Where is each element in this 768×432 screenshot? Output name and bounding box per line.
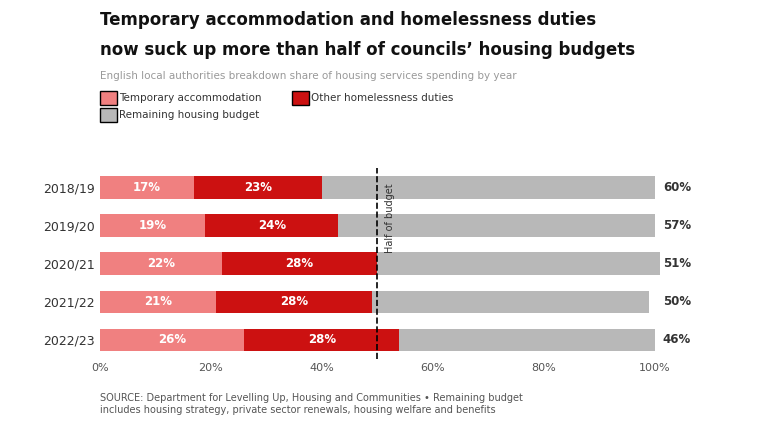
Text: 23%: 23% xyxy=(244,181,272,194)
Bar xyxy=(194,176,322,199)
Text: SOURCE: Department for Levelling Up, Housing and Communities • Remaining budget
: SOURCE: Department for Levelling Up, Hou… xyxy=(100,393,523,415)
Text: Temporary accommodation: Temporary accommodation xyxy=(119,93,262,103)
Text: now suck up more than half of councils’ housing budgets: now suck up more than half of councils’ … xyxy=(100,41,635,59)
Text: 28%: 28% xyxy=(308,333,336,346)
Text: 21%: 21% xyxy=(144,295,172,308)
Bar xyxy=(205,214,339,237)
Text: 60%: 60% xyxy=(663,181,691,194)
Bar xyxy=(100,290,217,313)
Text: Half of budget: Half of budget xyxy=(386,184,396,253)
Text: 19%: 19% xyxy=(138,219,167,232)
Text: 51%: 51% xyxy=(663,257,691,270)
Text: 22%: 22% xyxy=(147,257,175,270)
Text: 28%: 28% xyxy=(280,295,308,308)
Bar xyxy=(100,328,244,351)
Text: 46%: 46% xyxy=(663,333,691,346)
Bar xyxy=(372,290,649,313)
Text: Temporary accommodation and homelessness duties: Temporary accommodation and homelessness… xyxy=(100,11,596,29)
Text: Remaining housing budget: Remaining housing budget xyxy=(119,110,260,121)
Bar xyxy=(100,252,222,275)
Text: 26%: 26% xyxy=(158,333,186,346)
Text: English local authorities breakdown share of housing services spending by year: English local authorities breakdown shar… xyxy=(100,71,516,81)
Bar xyxy=(100,214,205,237)
Text: 57%: 57% xyxy=(663,219,691,232)
Bar xyxy=(244,328,399,351)
Bar xyxy=(100,176,194,199)
Text: 24%: 24% xyxy=(258,219,286,232)
Text: Other homelessness duties: Other homelessness duties xyxy=(311,93,453,103)
Bar xyxy=(217,290,372,313)
Text: 28%: 28% xyxy=(286,257,313,270)
Bar xyxy=(377,252,660,275)
Bar xyxy=(322,176,654,199)
Bar xyxy=(222,252,377,275)
Bar xyxy=(339,214,654,237)
Bar xyxy=(399,328,654,351)
Text: 17%: 17% xyxy=(133,181,161,194)
Text: 50%: 50% xyxy=(663,295,691,308)
